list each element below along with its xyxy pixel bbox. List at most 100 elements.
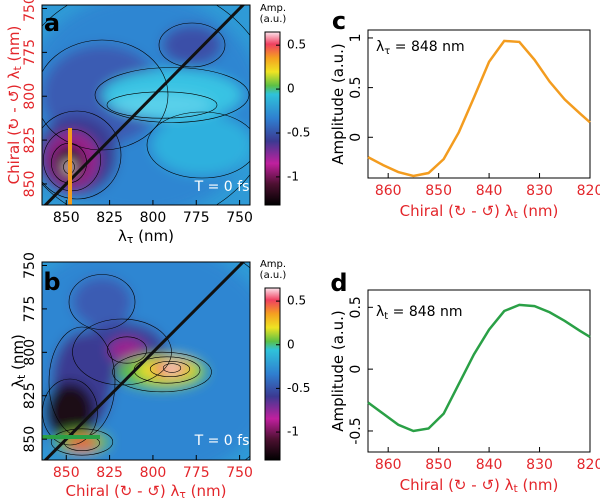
contour-line (42, 39, 169, 151)
contour-region (66, 436, 98, 450)
y-axis-label-text: λ (9, 379, 27, 388)
contour-region (72, 277, 132, 327)
colorbar-tick-label: -0.5 (287, 125, 310, 139)
contour-map (42, 5, 250, 205)
x-axis-label: λτ (nm) (118, 227, 174, 247)
y-tick-label: 800 (22, 339, 38, 366)
y-axis-label-text: Chiral (↻ - ↺) λ (5, 70, 23, 184)
x-axis-label-sub: τ (179, 488, 186, 501)
x-tick-label: 850 (425, 457, 452, 473)
x-tick-label: 860 (375, 457, 402, 473)
colorbar-tick-label: 0 (287, 337, 295, 351)
x-tick-label: 840 (476, 457, 503, 473)
x-tick-label: 860 (375, 183, 402, 199)
plot-frame (41, 4, 251, 206)
x-tick-label: 850 (425, 183, 452, 199)
x-tick-label: 830 (526, 457, 553, 473)
contour-line (106, 91, 218, 119)
contour-region (162, 25, 222, 65)
annotation-rest: = 848 nm (388, 304, 462, 320)
contour-region (152, 115, 250, 175)
y-tick-label: 0.5 (348, 296, 364, 318)
y-tick-label: 775 (22, 39, 38, 66)
curve (367, 303, 591, 433)
x-axis-label-unit: (nm) (133, 227, 174, 245)
plot-frame (41, 261, 251, 461)
y-tick-label: 850 (22, 171, 38, 198)
y-tick-label: 825 (22, 382, 38, 409)
curve (367, 39, 591, 178)
x-axis-label-text: Chiral (↻ - ↺) λ (400, 476, 514, 494)
y-axis-label-sub: t (11, 66, 24, 70)
y-axis-label: Amplitude (a.u.) (329, 310, 347, 432)
y-tick-label: 825 (22, 127, 38, 154)
contour-line (162, 363, 182, 373)
x-tick-label: 825 (96, 210, 123, 226)
y-tick-label: 750 (22, 252, 38, 279)
annotation: T = 0 fs (194, 179, 250, 195)
colorbar-tick-label: 0.5 (287, 294, 306, 308)
x-axis-label-text: Chiral (↻ - ↺) λ (400, 202, 514, 220)
x-tick-label: 825 (96, 465, 123, 481)
plot-frame (367, 289, 591, 453)
contour-region (109, 338, 145, 362)
y-tick-label: 0 (348, 365, 364, 374)
x-axis-label-unit: (nm) (518, 202, 559, 220)
y-axis-label: Chiral (↻ - ↺) λt (nm) (5, 26, 25, 185)
x-tick-label: 750 (226, 210, 253, 226)
contour-line (158, 22, 226, 68)
x-tick-label: 850 (53, 465, 80, 481)
contour-line (42, 110, 122, 200)
x-tick-label: 800 (140, 210, 167, 226)
colorbar-unit: (a.u.) (260, 14, 287, 25)
x-tick-label: 750 (226, 465, 253, 481)
y-tick-label: 0 (348, 133, 364, 142)
y-tick-label: 775 (22, 296, 38, 323)
x-tick-label: 840 (476, 183, 503, 199)
x-axis-label-unit: (nm) (518, 476, 559, 494)
y-tick-label: 1 (348, 33, 364, 42)
diagonal (43, 5, 246, 205)
y-tick-label: 850 (22, 426, 38, 453)
colorbar-title: Amp. (260, 259, 286, 270)
annotation-text: λ (376, 39, 384, 55)
y-axis-label-unit: (nm) (5, 26, 23, 67)
y-tick-label: 800 (22, 83, 38, 110)
plot-frame (367, 29, 591, 179)
annotation: λt = 848 nm (376, 304, 463, 322)
x-tick-label: 820 (577, 457, 600, 473)
x-tick-label: 800 (140, 465, 167, 481)
contour-line (149, 360, 191, 377)
colorbar (264, 287, 281, 461)
contour-line (50, 428, 114, 456)
y-axis-label-sub: t (15, 375, 28, 379)
contour-region (112, 93, 212, 117)
x-tick-label: 820 (577, 183, 600, 199)
y-axis-label-unit: (nm) (9, 334, 27, 375)
diagonal (43, 262, 246, 460)
x-axis-label: Chiral (↻ - ↺) λt (nm) (400, 202, 559, 222)
panel-letter: a (44, 9, 60, 37)
x-axis-label-sub: t (514, 208, 518, 221)
y-axis-label-text: Amplitude (a.u.) (329, 43, 347, 165)
contour-line (112, 351, 212, 393)
x-tick-label: 775 (183, 465, 210, 481)
colorbar-title: Amp. (260, 3, 286, 14)
annotation-sub: τ (384, 46, 390, 57)
x-axis-label-text: Chiral (↻ - ↺) λ (66, 482, 180, 500)
annotation-text: λ (376, 304, 384, 320)
y-axis-label-text: Amplitude (a.u.) (329, 310, 347, 432)
panel-letter: c (332, 7, 346, 35)
panel-letter: b (43, 268, 60, 296)
contour-line (94, 67, 250, 123)
annotation: T = 0 fs (194, 433, 250, 449)
y-tick-label: 0.5 (348, 76, 364, 98)
x-tick-label: 850 (53, 210, 80, 226)
colorbar-tick-label: 0 (287, 82, 295, 96)
contour-line (146, 111, 250, 179)
y-tick-label: -0.5 (348, 417, 364, 444)
annotation: λτ = 848 nm (376, 39, 465, 57)
x-axis-label: Chiral (↻ - ↺) λτ (nm) (66, 482, 227, 502)
